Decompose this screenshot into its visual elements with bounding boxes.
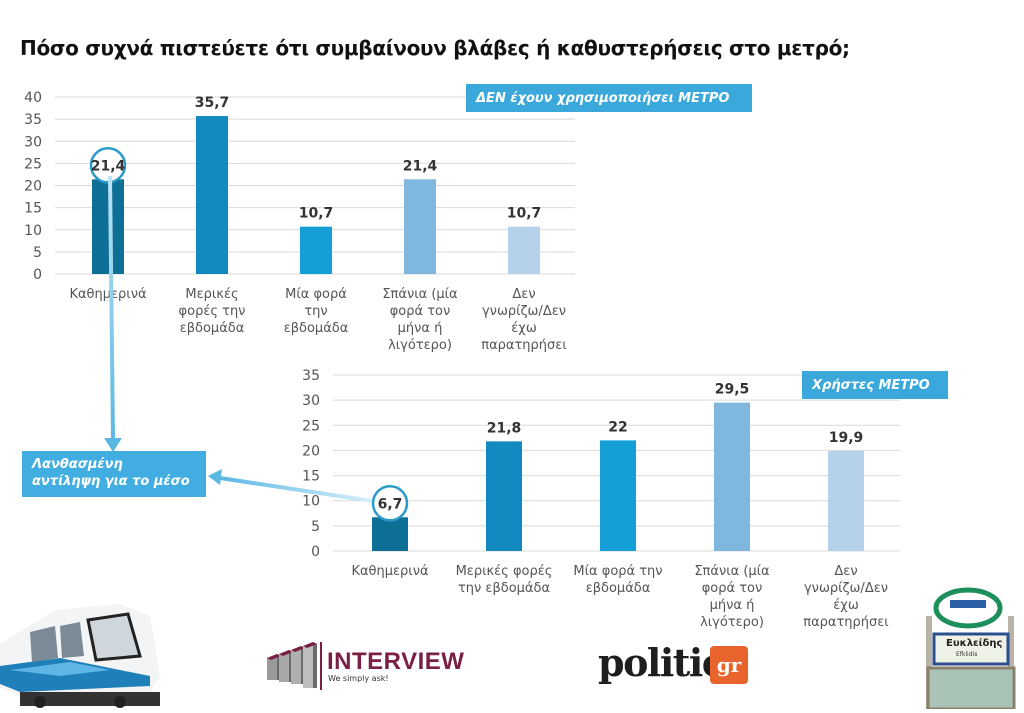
x-category-label: φορά τον: [702, 581, 763, 596]
x-category-label: εβδομάδα: [180, 321, 245, 336]
data-label: 21,4: [91, 158, 126, 174]
data-label: 10,7: [507, 206, 542, 222]
x-category-label: την εβδομάδα: [458, 581, 550, 596]
y-tick-label: 35: [24, 112, 42, 128]
data-label: 19,9: [829, 430, 864, 446]
y-tick-label: 20: [302, 443, 320, 459]
x-category-label: Δεν: [834, 564, 857, 579]
y-tick-label: 15: [24, 201, 42, 217]
arrow-horizontal-head: [208, 469, 222, 485]
data-label: 21,4: [403, 158, 438, 174]
bar: [372, 517, 408, 551]
y-tick-label: 5: [311, 519, 320, 535]
x-category-label: έχω: [511, 321, 536, 336]
y-tick-label: 35: [302, 368, 320, 384]
data-label: 29,5: [715, 382, 750, 398]
bar: [600, 440, 636, 551]
x-category-label: Μερικές φορές: [456, 564, 553, 579]
highlight-circle: [89, 147, 127, 184]
bar: [486, 441, 522, 551]
misperception-callout: Λανθασμένη αντίληψη για το μέσο: [22, 451, 206, 497]
bar: [92, 179, 124, 274]
metro-station-sign-photo: Ευκλείδης Efklidis: [912, 586, 1024, 711]
x-category-label: Δεν: [512, 287, 535, 302]
chart-metro-users: 0 5 10 15 20 25 30 35 6,7 Καθημερινά 21,8 Μερικές φ…: [302, 368, 900, 630]
sign-station-latin: Efklidis: [956, 651, 978, 658]
arrow-vertical-head: [104, 438, 122, 452]
x-category-label: παρατηρήσει: [803, 615, 888, 630]
metro-train-image: [0, 604, 160, 708]
politic-logo-suffix: gr: [716, 653, 742, 677]
x-category-label: φορές την: [179, 304, 246, 319]
y-tick-label: 20: [24, 179, 42, 195]
interview-logo: INTERVIEW We simply ask!: [265, 640, 475, 692]
x-category-label: μήνα ή: [398, 321, 443, 336]
page-title: Πόσο συχνά πιστεύετε ότι συμβαίνουν βλάβ…: [20, 36, 850, 60]
bar: [828, 450, 864, 551]
callout-line-1: Λανθασμένη: [32, 457, 123, 472]
x-category-label: μήνα ή: [710, 598, 755, 613]
callout-arrows: [104, 175, 373, 503]
y-tick-label: 5: [33, 245, 42, 261]
x-category-label: λιγότερο): [700, 615, 764, 630]
x-category-label: έχω: [833, 598, 858, 613]
x-category-label: εβδομάδα: [284, 321, 349, 336]
y-tick-label: 25: [302, 418, 320, 434]
x-category-label: γνωρίζω/Δεν: [804, 581, 888, 596]
chart2-legend-tag: Χρήστες ΜΕΤΡΟ: [802, 371, 948, 399]
x-category-label: γνωρίζω/Δεν: [482, 304, 566, 319]
y-tick-label: 30: [24, 134, 42, 150]
y-tick-label: 10: [302, 494, 320, 510]
y-tick-label: 0: [311, 544, 320, 560]
politic-logo: politic gr: [598, 640, 768, 692]
bar: [714, 402, 750, 551]
x-category-label: λιγότερο): [388, 338, 452, 353]
bar: [196, 116, 228, 274]
metro-sign-image: [926, 587, 1016, 711]
x-category-label: Μερικές: [185, 287, 238, 302]
data-label: 21,8: [487, 420, 522, 436]
highlight-circle: [371, 485, 409, 522]
interview-logo-icon: [267, 642, 322, 690]
y-tick-label: 10: [24, 223, 42, 239]
chart-not-users: 0 5 10 15 20 25 30 35 40 21,4 Καθημερινά 35,7 Μερικέ…: [24, 90, 575, 353]
interview-logo-tagline: We simply ask!: [328, 674, 389, 683]
bar: [300, 226, 332, 274]
y-tick-label: 30: [302, 393, 320, 409]
x-category-label: Σπάνια (μία: [694, 564, 769, 579]
x-category-label: Σπάνια (μία: [382, 287, 457, 302]
sign-station-name: Ευκλείδης: [946, 638, 1003, 649]
x-category-label: παρατηρήσει: [481, 338, 566, 353]
x-category-label: την: [304, 304, 327, 319]
y-tick-label: 0: [33, 267, 42, 283]
data-label: 10,7: [299, 206, 334, 222]
arrow-horizontal: [219, 476, 373, 503]
bar: [404, 179, 436, 274]
data-label: 22: [608, 419, 627, 435]
x-category-label: Καθημερινά: [351, 564, 428, 579]
callout-line-2: αντίληψη για το μέσο: [32, 474, 190, 489]
chart1-legend-tag: ΔΕΝ έχουν χρησιμοποιήσει ΜΕΤΡΟ: [466, 84, 752, 112]
arrow-vertical: [108, 175, 115, 441]
bar: [508, 226, 540, 274]
x-category-label: Μία φορά την: [573, 564, 662, 579]
politic-logo-badge: gr: [710, 646, 748, 684]
x-category-label: Μία φορά: [285, 287, 347, 302]
interview-logo-text: INTERVIEW: [327, 648, 465, 675]
x-category-label: εβδομάδα: [586, 581, 651, 596]
politic-logo-text: politic: [598, 640, 725, 685]
y-tick-label: 15: [302, 469, 320, 485]
x-category-label: Καθημερινά: [69, 287, 146, 302]
data-label: 6,7: [378, 496, 403, 512]
data-label: 35,7: [195, 95, 230, 111]
y-tick-label: 25: [24, 156, 42, 172]
metro-train-photo: [0, 596, 170, 709]
x-category-label: φορά τον: [390, 304, 451, 319]
y-tick-label: 40: [24, 90, 42, 106]
